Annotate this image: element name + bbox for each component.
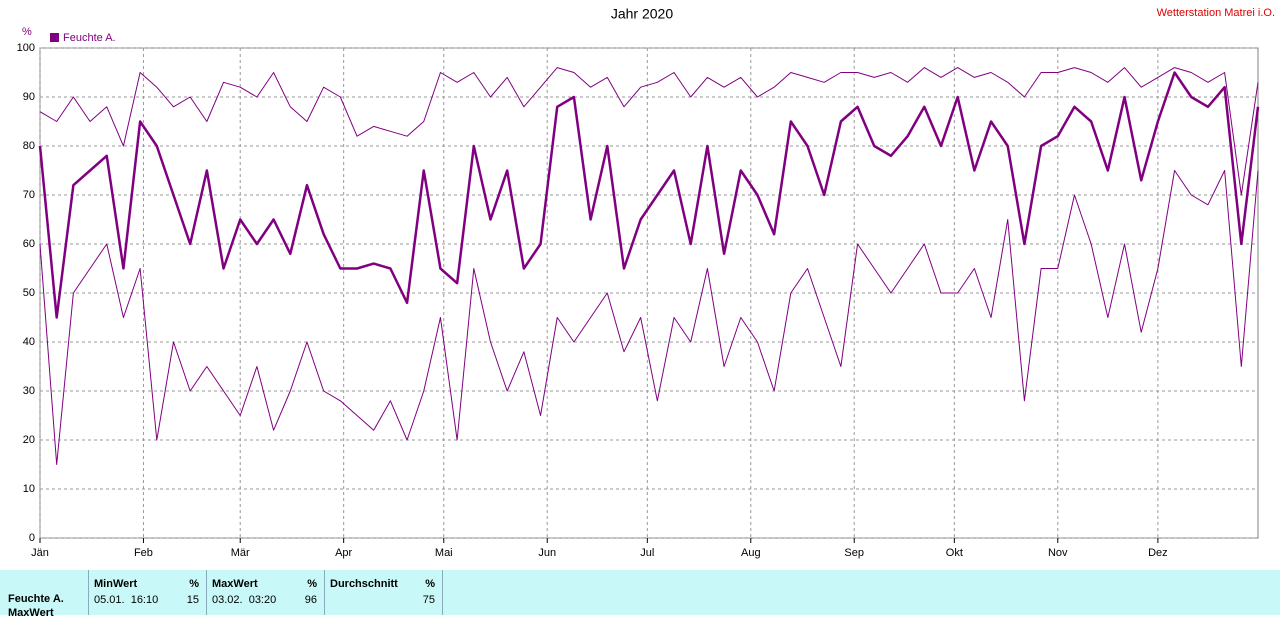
y-tick-label: 70 xyxy=(23,189,35,201)
x-tick-label: Nov xyxy=(1048,547,1068,559)
y-tick-label: 10 xyxy=(23,483,35,495)
column-unit: % xyxy=(307,578,317,590)
x-tick-label: Sep xyxy=(844,547,864,559)
chart: Jahr 2020 Wetterstation Matrei i.O. % Fe… xyxy=(17,6,1275,559)
stats-table: Feuchte A. MaxWert MinWert% 05.01. 16:10 1… xyxy=(0,570,1280,619)
x-tick-label: Feb xyxy=(134,547,153,559)
stats-column xyxy=(442,570,443,615)
x-tick-label: Jän xyxy=(31,547,49,559)
column-head: MinWert xyxy=(94,578,138,590)
legend-label: Feuchte A. xyxy=(63,32,116,44)
y-tick-label: 30 xyxy=(23,385,35,397)
column-head: Durchschnitt xyxy=(330,578,398,590)
stats-column: MinWert% 05.01. 16:10 15 xyxy=(88,570,207,615)
x-tick-label: Apr xyxy=(335,547,352,559)
y-tick-label: 100 xyxy=(17,42,35,54)
legend-swatch xyxy=(50,33,59,42)
y-tick-label: 80 xyxy=(23,140,35,152)
x-tick-label: Okt xyxy=(946,547,963,559)
series-line xyxy=(38,71,1260,319)
x-tick-label: Mär xyxy=(231,547,250,559)
row-label: MaxWert xyxy=(8,607,54,619)
x-tick-label: Dez xyxy=(1148,547,1168,559)
y-tick-label: 40 xyxy=(23,336,35,348)
y-unit: % xyxy=(22,26,32,38)
x-tick-label: Mai xyxy=(435,547,453,559)
column-time: 03.02. 03:20 xyxy=(212,594,277,606)
chart-title: Jahr 2020 xyxy=(611,6,673,22)
column-value: 15 xyxy=(186,594,199,606)
column-value: 75 xyxy=(422,594,435,606)
y-tick-label: 20 xyxy=(23,434,35,446)
x-tick-label: Jul xyxy=(640,547,654,559)
column-time: 05.01. 16:10 xyxy=(94,594,159,606)
stats-column: Durchschnitt% 75 xyxy=(324,570,443,615)
column-value: 96 xyxy=(304,594,317,606)
x-tick-label: Aug xyxy=(741,547,761,559)
row-label: Feuchte A. xyxy=(8,593,64,605)
y-tick-label: 0 xyxy=(29,532,35,544)
column-unit: % xyxy=(189,578,199,590)
x-tick-label: Jun xyxy=(538,547,556,559)
y-tick-label: 50 xyxy=(23,287,35,299)
stats-column: MaxWert% 03.02. 03:20 96 xyxy=(206,570,325,615)
column-unit: % xyxy=(425,578,435,590)
series-line xyxy=(39,67,1259,196)
station: Wetterstation Matrei i.O. xyxy=(1157,7,1275,19)
y-tick-label: 60 xyxy=(23,238,35,250)
series-line xyxy=(39,170,1259,465)
column-head: MaxWert xyxy=(212,578,258,590)
y-tick-label: 90 xyxy=(23,91,35,103)
